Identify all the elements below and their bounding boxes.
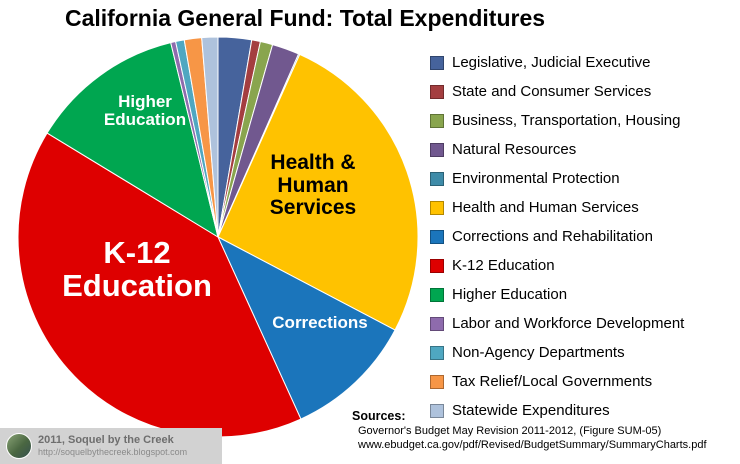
legend-label: Labor and Workforce Development bbox=[452, 315, 685, 332]
legend-swatch bbox=[430, 258, 444, 273]
legend-item-health-and-human-services: Health and Human Services bbox=[430, 193, 730, 222]
legend-item-tax-relief-local-governments: Tax Relief/Local Governments bbox=[430, 367, 730, 396]
legend-label: Non-Agency Departments bbox=[452, 344, 625, 361]
legend-label: K-12 Education bbox=[452, 257, 555, 274]
legend-label: Natural Resources bbox=[452, 141, 577, 158]
legend-swatch bbox=[430, 200, 444, 215]
legend-item-non-agency-departments: Non-Agency Departments bbox=[430, 338, 730, 367]
legend-item-k-12-education: K-12 Education bbox=[430, 251, 730, 280]
legend-swatch bbox=[430, 142, 444, 157]
sources-block: Sources: Governor's Budget May Revision … bbox=[352, 409, 734, 451]
legend-label: Corrections and Rehabilitation bbox=[452, 228, 653, 245]
legend-label: Higher Education bbox=[452, 286, 568, 303]
watermark-text: 2011, Soquel by the Creek http://soquelb… bbox=[38, 434, 187, 458]
legend-swatch bbox=[430, 229, 444, 244]
legend-label: Statewide Expenditures bbox=[452, 402, 610, 419]
pie-slice-health-and-human-services bbox=[217, 53, 419, 331]
legend-item-environmental-protection: Environmental Protection bbox=[430, 164, 730, 193]
legend-item-natural-resources: Natural Resources bbox=[430, 135, 730, 164]
legend-label: State and Consumer Services bbox=[452, 83, 652, 100]
legend-swatch bbox=[430, 55, 444, 70]
watermark-attribution: 2011, Soquel by the Creek bbox=[38, 434, 174, 446]
legend-label: Legislative, Judicial Executive bbox=[452, 54, 651, 71]
legend-swatch bbox=[430, 316, 444, 331]
legend-label: Tax Relief/Local Governments bbox=[452, 373, 653, 390]
legend-item-legislative-judicial-executive: Legislative, Judicial Executive bbox=[430, 48, 730, 77]
legend-swatch bbox=[430, 374, 444, 389]
legend-swatch bbox=[430, 113, 444, 128]
legend-item-state-and-consumer-services: State and Consumer Services bbox=[430, 77, 730, 106]
pie-slice-corrections-and-rehabilitation bbox=[216, 235, 396, 420]
legend-swatch bbox=[430, 403, 444, 418]
pie-slice-k-12-education bbox=[17, 132, 302, 438]
pie-slice-statewide-expenditures bbox=[201, 36, 219, 238]
sources-line-2: www.ebudget.ca.gov/pdf/Revised/BudgetSum… bbox=[358, 439, 707, 451]
legend-item-labor-and-workforce-development: Labor and Workforce Development bbox=[430, 309, 730, 338]
legend-item-higher-education: Higher Education bbox=[430, 280, 730, 309]
chart-legend: Legislative, Judicial Executive State and… bbox=[430, 48, 730, 425]
sources-heading: Sources: bbox=[352, 409, 406, 423]
legend-swatch bbox=[430, 84, 444, 99]
legend-item-business-transportation-housing: Business, Transportation, Housing bbox=[430, 106, 730, 135]
watermark-url: http://soquelbythecreek.blogspot.com bbox=[38, 447, 188, 458]
pie-slice-higher-education bbox=[46, 42, 219, 239]
legend-label: Health and Human Services bbox=[452, 199, 639, 216]
sources-line-1: Governor's Budget May Revision 2011-2012… bbox=[358, 425, 662, 437]
watermark: 2011, Soquel by the Creek http://soquelb… bbox=[0, 428, 222, 464]
chart-title: California General Fund: Total Expenditu… bbox=[64, 5, 546, 31]
legend-item-statewide-expenditures: Statewide Expenditures bbox=[430, 396, 730, 425]
watermark-logo-icon bbox=[6, 433, 32, 459]
legend-label: Business, Transportation, Housing bbox=[452, 112, 681, 129]
legend-swatch bbox=[430, 171, 444, 186]
legend-item-corrections-and-rehabilitation: Corrections and Rehabilitation bbox=[430, 222, 730, 251]
legend-swatch bbox=[430, 345, 444, 360]
legend-swatch bbox=[430, 287, 444, 302]
legend-label: Environmental Protection bbox=[452, 170, 620, 187]
